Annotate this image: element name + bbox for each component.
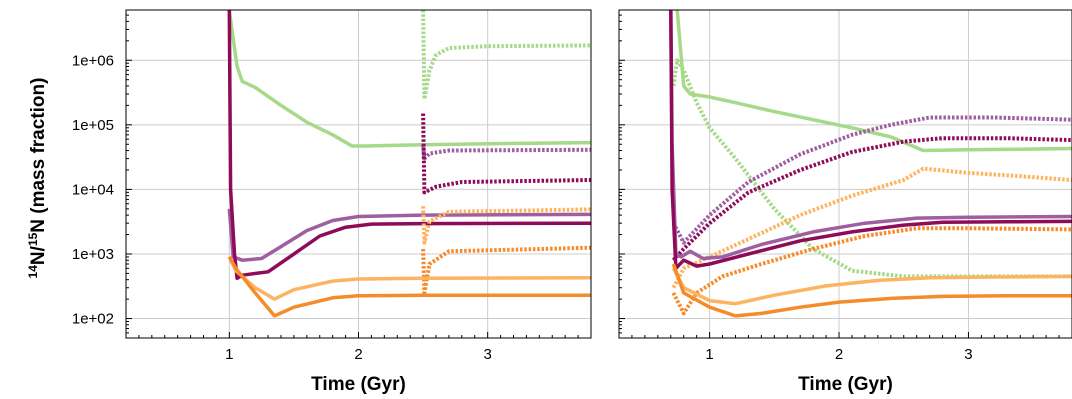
series-line-2	[421, 10, 591, 102]
series-line-5	[227, 208, 591, 262]
y-tick-label: 1e+03	[72, 246, 114, 263]
series-line-7	[421, 206, 591, 245]
series-line-1	[675, 10, 1072, 153]
y-tick-label: 1e+04	[72, 181, 114, 198]
y-tick-label: 1e+05	[72, 117, 114, 134]
series-line-4	[421, 113, 591, 195]
series-line-10	[671, 263, 1072, 318]
x-axis-title: Time (Gyr)	[311, 374, 406, 395]
series-line-4	[671, 136, 1072, 262]
x-axis-title: Time (Gyr)	[798, 374, 893, 395]
series-line-8	[421, 245, 591, 295]
y-axis-title-part2: N (mass fraction)	[28, 78, 49, 233]
series-line-3	[671, 115, 1072, 245]
chart-panel-right: 1 2 3 Time (Gyr)	[618, 9, 1072, 395]
x-tick-label: 3	[483, 346, 491, 363]
chart-panel-left: 1 2 3 1e+02 1e+03 1e+04 1e+05 1e+06 Time (Gyr)	[72, 9, 592, 395]
series-line-10	[227, 256, 591, 318]
series-line-5	[671, 166, 1072, 289]
x-tick-label: 2	[354, 346, 362, 363]
y-tick-label: 1e+06	[72, 52, 114, 69]
y-tick-label: 1e+02	[72, 311, 114, 328]
x-tick-label: 1	[705, 346, 713, 363]
series-line-1	[227, 10, 591, 148]
series-line-8	[669, 10, 1072, 271]
series-line-9	[671, 267, 1072, 306]
series-line-2	[671, 58, 1072, 279]
x-tick-label: 3	[964, 346, 972, 363]
x-tick-label: 1	[225, 346, 233, 363]
series-line-6	[227, 10, 591, 281]
y-axis-title-part1: N/	[28, 245, 49, 265]
y-axis-title: 14N/15N (mass fraction)	[26, 78, 49, 279]
y-axis-title-sup2: 15	[26, 232, 40, 246]
x-tick-label: 2	[835, 346, 843, 363]
plot-frame	[618, 9, 1072, 339]
series-line-6	[671, 226, 1072, 316]
series-line-3	[421, 145, 591, 161]
y-axis-title-sup1: 14	[26, 265, 40, 279]
